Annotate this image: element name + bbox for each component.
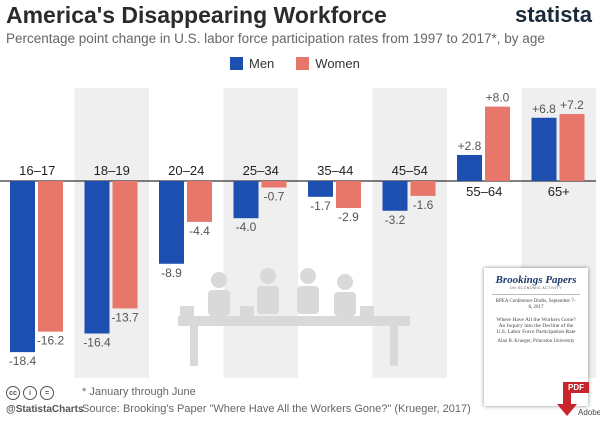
legend-item-men: Men bbox=[230, 56, 274, 71]
bar-men bbox=[382, 181, 408, 211]
doc-meta: BPEA Conference Drafts, September 7–8, 2… bbox=[495, 299, 577, 310]
worker-icon bbox=[257, 268, 279, 314]
category-label: 65+ bbox=[548, 184, 570, 199]
bar-men bbox=[10, 181, 35, 353]
legend: Men Women bbox=[230, 56, 360, 71]
doc-subtitle: ON ECONOMIC ACTIVITY bbox=[509, 286, 562, 290]
bar-men bbox=[159, 181, 184, 264]
value-label-women: -1.6 bbox=[413, 198, 434, 212]
value-label-men: -1.7 bbox=[310, 199, 331, 213]
bar-women bbox=[187, 181, 212, 222]
background-band bbox=[372, 88, 447, 378]
worker-icon bbox=[208, 272, 230, 316]
workers-illustration bbox=[178, 268, 410, 366]
attribution-icon: i bbox=[23, 386, 37, 400]
value-label-women: -4.4 bbox=[189, 224, 210, 238]
legend-label-women: Women bbox=[315, 56, 360, 71]
category-label: 18–19 bbox=[94, 163, 130, 178]
value-label-men: -4.0 bbox=[236, 220, 257, 234]
value-label-women: +7.2 bbox=[560, 98, 584, 112]
download-arrow-icon bbox=[557, 392, 577, 416]
chart-title: America's Disappearing Workforce bbox=[6, 2, 387, 28]
value-label-women: +8.0 bbox=[486, 91, 510, 105]
pdf-badge: PDF bbox=[563, 382, 589, 393]
bar-men bbox=[308, 181, 333, 197]
legend-swatch-men bbox=[230, 57, 243, 70]
doc-divider bbox=[492, 294, 580, 295]
doc-heading: Where Have All the Workers Gone? An Inqu… bbox=[496, 317, 576, 335]
value-label-men: -16.4 bbox=[83, 336, 111, 350]
bars bbox=[10, 106, 585, 353]
license-icons: cc i = bbox=[6, 386, 54, 400]
value-label-women: -13.7 bbox=[111, 310, 139, 324]
bar-women bbox=[112, 181, 138, 309]
legend-swatch-women bbox=[296, 57, 310, 70]
value-label-men: -8.9 bbox=[161, 266, 182, 280]
value-label-men: -18.4 bbox=[9, 354, 37, 368]
value-label-men: -3.2 bbox=[385, 213, 406, 227]
work-table bbox=[178, 316, 410, 326]
worker-icon bbox=[334, 274, 356, 316]
doc-author: Alan B. Krueger, Princeton University bbox=[497, 339, 575, 344]
value-label-men: +2.8 bbox=[458, 139, 482, 153]
legend-item-women: Women bbox=[296, 56, 360, 71]
value-label-women: -2.9 bbox=[338, 210, 359, 224]
category-label: 25–34 bbox=[243, 163, 279, 178]
bar-women bbox=[261, 181, 287, 188]
value-label-women: -16.2 bbox=[37, 334, 65, 348]
category-label: 20–24 bbox=[168, 163, 204, 178]
bar-men bbox=[457, 154, 482, 181]
adobe-label: Adobe bbox=[578, 408, 600, 417]
value-label-women: -0.7 bbox=[264, 190, 285, 204]
value-label-men: +6.8 bbox=[532, 102, 556, 116]
bar-men bbox=[84, 181, 110, 334]
twitter-handle: @StatistaCharts bbox=[6, 404, 84, 415]
category-label: 55–64 bbox=[466, 184, 502, 199]
bar-men bbox=[531, 117, 557, 181]
bar-men bbox=[233, 181, 259, 219]
bar-women bbox=[38, 181, 63, 332]
bar-women bbox=[336, 181, 361, 208]
bar-women bbox=[485, 106, 510, 181]
background-band bbox=[223, 88, 298, 378]
bar-women bbox=[410, 181, 436, 196]
bar-women bbox=[559, 114, 585, 181]
value-labels: -18.4-16.2 -16.4-13.7 -8.9 -4.4 -4.0 -0.7 -1.7… bbox=[9, 91, 584, 369]
source-line: Source: Brooking's Paper "Where Have All… bbox=[82, 403, 471, 415]
category-label: 45–54 bbox=[392, 163, 428, 178]
no-derivatives-icon: = bbox=[40, 386, 54, 400]
category-label: 35–44 bbox=[317, 163, 353, 178]
category-label: 16–17 bbox=[19, 163, 55, 178]
category-labels: 16–17 18–19 20–24 25–34 35–44 45–54 55–64 65+ bbox=[19, 163, 570, 199]
doc-title: Brookings Papers bbox=[495, 274, 577, 286]
worker-icon bbox=[297, 268, 319, 314]
footnote: * January through June bbox=[82, 386, 196, 398]
statista-logo: statista bbox=[514, 2, 592, 27]
cc-icon: cc bbox=[6, 386, 20, 400]
legend-label-men: Men bbox=[249, 56, 275, 71]
chart-subtitle: Percentage point change in U.S. labor fo… bbox=[6, 31, 545, 46]
